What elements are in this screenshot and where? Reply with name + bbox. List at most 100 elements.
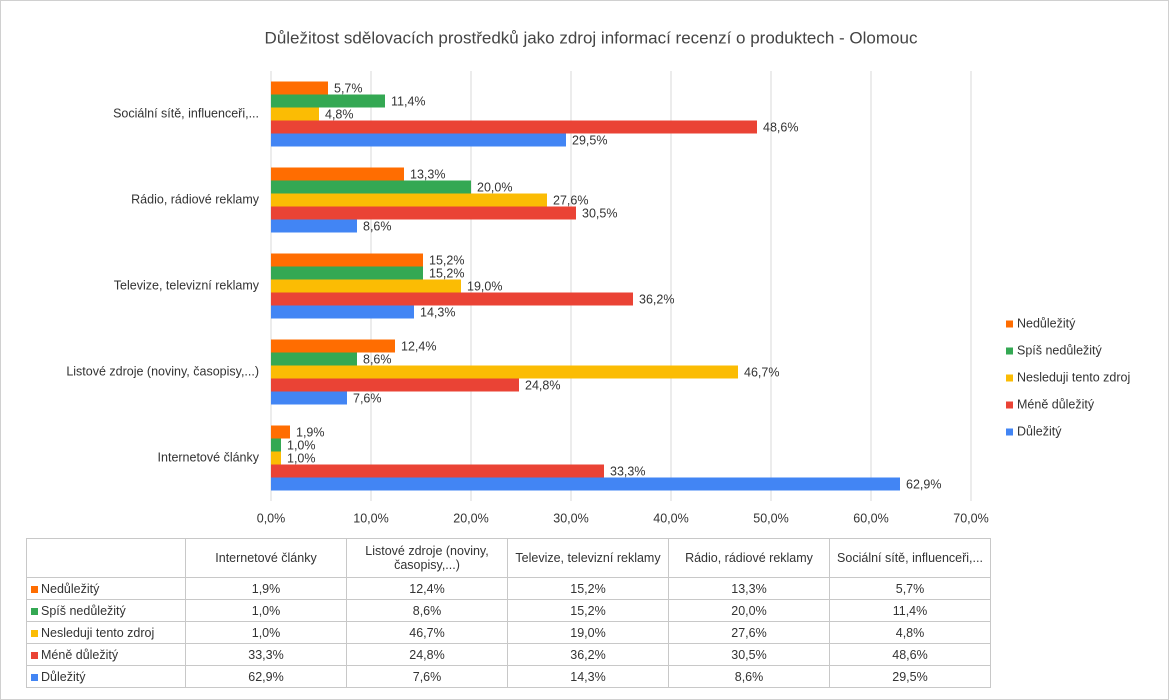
table-cell: 12,4% (346, 577, 508, 600)
x-tick-label: 10,0% (353, 511, 388, 525)
table-row: Důležitý 62,9% 7,6% 14,3% 8,6% 29,5% (26, 665, 991, 688)
legend-swatch (31, 607, 38, 615)
chart-title: Důležitost sdělovacích prostředků jako z… (265, 28, 918, 47)
table-cell: 15,2% (507, 599, 669, 622)
legend-label: Méně důležitý (1017, 397, 1095, 411)
bar (271, 167, 404, 181)
x-tick-label: 40,0% (653, 511, 688, 525)
table-cell: 8,6% (668, 665, 830, 688)
table-row-header: Méně důležitý (26, 643, 186, 666)
table-row: Spíš nedůležitý 1,0% 8,6% 15,2% 20,0% 11,4% (26, 599, 991, 622)
table-row-header: Nesleduji tento zdroj (26, 621, 186, 644)
bar (271, 133, 566, 147)
bar (271, 391, 347, 405)
bar (271, 193, 547, 207)
data-label: 30,5% (582, 206, 617, 220)
table-cell: 19,0% (507, 621, 669, 644)
data-label: 19,0% (467, 279, 502, 293)
bar (271, 219, 357, 233)
x-tick-label: 60,0% (853, 511, 888, 525)
table-cell: 8,6% (346, 599, 508, 622)
table-cell: 11,4% (829, 599, 991, 622)
data-label: 36,2% (639, 292, 674, 306)
table-cell: 36,2% (507, 643, 669, 666)
data-label: 8,6% (363, 352, 392, 366)
data-label: 4,8% (325, 107, 354, 121)
data-label: 7,6% (353, 391, 382, 405)
table-column-header: Rádio, rádiové reklamy (668, 538, 830, 578)
data-label: 15,2% (429, 253, 464, 267)
data-label: 13,3% (410, 167, 445, 181)
table-cell: 7,6% (346, 665, 508, 688)
table-cell: 15,2% (507, 577, 669, 600)
bar (271, 438, 281, 452)
data-label: 12,4% (401, 339, 436, 353)
bar (271, 451, 281, 465)
table-cell: 30,5% (668, 643, 830, 666)
table-row-label: Nesleduji tento zdroj (41, 625, 155, 640)
table-cell: 13,3% (668, 577, 830, 600)
table-row-header: Důležitý (26, 665, 186, 688)
legend-label: Nedůležitý (1017, 316, 1076, 330)
bar (271, 477, 900, 491)
bar (271, 425, 290, 439)
data-label: 11,4% (391, 94, 426, 108)
table-row-label: Důležitý (41, 669, 86, 684)
table-row: Méně důležitý 33,3% 24,8% 36,2% 30,5% 48,6% (26, 643, 991, 666)
table-column-header: Internetové články (185, 538, 347, 578)
bar (271, 81, 328, 95)
table-cell: 5,7% (829, 577, 991, 600)
bar (271, 107, 319, 121)
table-row: Nesleduji tento zdroj 1,0% 46,7% 19,0% 27,6%… (26, 621, 991, 644)
table-cell: 62,9% (185, 665, 347, 688)
bar (271, 94, 385, 108)
table-row-label: Spíš nedůležitý (41, 603, 126, 618)
legend-label: Nesleduji tento zdroj (1017, 370, 1130, 384)
table-corner (26, 538, 186, 578)
table-cell: 4,8% (829, 621, 991, 644)
data-label: 29,5% (572, 133, 607, 147)
table-row: Nedůležitý 1,9% 12,4% 15,2% 13,3% 5,7% (26, 577, 991, 600)
data-label: 24,8% (525, 378, 560, 392)
bar (271, 292, 633, 306)
table-cell: 14,3% (507, 665, 669, 688)
table-row-header: Spíš nedůležitý (26, 599, 186, 622)
table-row-label: Nedůležitý (41, 581, 100, 596)
table-cell: 24,8% (346, 643, 508, 666)
legend-swatch (1006, 428, 1013, 436)
bar (271, 279, 461, 293)
data-label: 15,2% (429, 266, 464, 280)
legend-swatch (31, 651, 38, 659)
data-label: 14,3% (420, 305, 455, 319)
table-row-header: Nedůležitý (26, 577, 186, 600)
legend-swatch (31, 585, 38, 593)
data-label: 62,9% (906, 477, 941, 491)
table-column-header: Listové zdroje (noviny, časopisy,...) (346, 538, 508, 578)
x-tick-label: 0,0% (257, 511, 286, 525)
legend-label: Důležitý (1017, 424, 1062, 438)
data-label: 1,0% (287, 451, 316, 465)
bar (271, 180, 471, 194)
bar (271, 365, 738, 379)
y-tick-label: Televize, televizní reklamy (114, 278, 260, 292)
data-label: 48,6% (763, 120, 798, 134)
legend-swatch (31, 673, 38, 681)
data-table: Internetové články Listové zdroje (noviny… (26, 538, 991, 688)
bar (271, 305, 414, 319)
table-cell: 46,7% (346, 621, 508, 644)
legend-swatch (31, 629, 38, 637)
table-cell: 1,0% (185, 599, 347, 622)
data-label: 46,7% (744, 365, 779, 379)
data-label: 1,0% (287, 438, 316, 452)
bar (271, 378, 519, 392)
bar (271, 253, 423, 267)
x-tick-label: 30,0% (553, 511, 588, 525)
data-label: 20,0% (477, 180, 512, 194)
legend-swatch (1006, 374, 1013, 382)
data-label: 8,6% (363, 219, 392, 233)
table-cell: 48,6% (829, 643, 991, 666)
table-cell: 1,0% (185, 621, 347, 644)
